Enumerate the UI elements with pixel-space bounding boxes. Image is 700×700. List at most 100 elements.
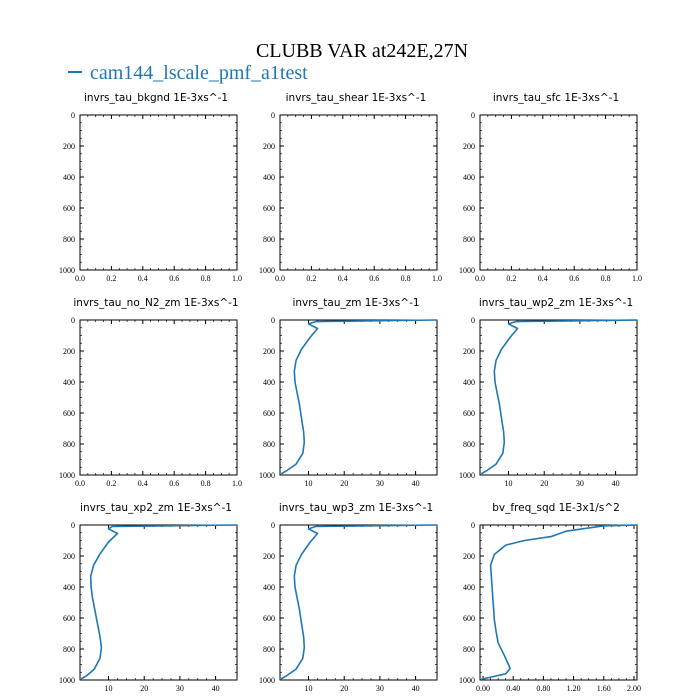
panel-grid: invrs_tau_bkgnd 1E-3xs^-1020040060080010…	[59, 92, 642, 693]
panel-title: invrs_tau_xp2_zm 1E-3xs^-1	[80, 502, 232, 514]
plot-frame	[79, 319, 238, 476]
y-tick-label: 400	[63, 583, 75, 592]
y-tick-label: 1000	[59, 676, 75, 685]
panel-title: invrs_tau_shear 1E-3xs^-1	[286, 92, 427, 104]
y-tick-label: 1000	[459, 676, 475, 685]
x-tick-label: 0.4	[538, 274, 548, 283]
x-tick-label: 0.0	[75, 274, 85, 283]
x-tick-label: 1.20	[567, 684, 581, 693]
plot-frame	[279, 114, 438, 271]
x-tick-label: 10	[305, 479, 313, 488]
y-tick-label: 200	[263, 552, 275, 561]
x-tick-label: 1.0	[432, 274, 442, 283]
y-tick-label: 800	[63, 440, 75, 449]
panel-title: invrs_tau_no_N2_zm 1E-3xs^-1	[73, 297, 238, 309]
x-tick-label: 0.6	[569, 274, 579, 283]
y-tick-label: 0	[471, 111, 475, 120]
panel-2: invrs_tau_shear 1E-3xs^-1 0 200 400 600 800 10…	[259, 92, 442, 283]
x-tick-label: 0.8	[201, 274, 211, 283]
legend: cam144_lscale_pmf_a1test	[68, 62, 308, 84]
y-tick-label: 1000	[59, 266, 75, 275]
y-tick-label: 400	[63, 378, 75, 387]
y-tick-label: 0	[71, 521, 75, 530]
y-tick-label: 400	[263, 173, 275, 182]
x-tick-label: 0.6	[169, 274, 179, 283]
x-tick-label: 0.6	[369, 274, 379, 283]
panel-3: invrs_tau_sfc 1E-3xs^-1 0 200 400 600 800 1000…	[459, 92, 642, 283]
y-tick-label: 600	[463, 409, 475, 418]
y-tick-label: 200	[463, 552, 475, 561]
x-tick-label: 0.8	[401, 274, 411, 283]
y-tick-label: 0	[271, 316, 275, 325]
y-tick-label: 400	[63, 173, 75, 182]
y-tick-label: 400	[463, 583, 475, 592]
panel-title: invrs_tau_wp2_zm 1E-3xs^-1	[479, 297, 633, 309]
y-tick-label: 600	[63, 614, 75, 623]
panel-4: invrs_tau_no_N2_zm 1E-3xs^-1 0 200 400 600 80…	[59, 297, 242, 488]
y-tick-label: 0	[271, 521, 275, 530]
x-tick-label: 0.0	[75, 479, 85, 488]
series-line-1	[280, 524, 438, 680]
x-tick-label: 2.00	[627, 684, 641, 693]
panel-title: invrs_tau_wp3_zm 1E-3xs^-1	[279, 502, 433, 514]
panel-6: invrs_tau_wp2_zm 1E-3xs^-1 0 200 400 600 800 1…	[459, 297, 638, 488]
y-tick-label: 600	[263, 204, 275, 213]
y-tick-label: 800	[63, 235, 75, 244]
y-tick-label: 0	[471, 316, 475, 325]
x-tick-label: 0.8	[201, 479, 211, 488]
x-tick-label: 0.2	[106, 479, 116, 488]
x-tick-label: 40	[612, 479, 620, 488]
panel-8: invrs_tau_wp3_zm 1E-3xs^-1 0 200 400 600 800 1…	[259, 502, 438, 693]
y-tick-label: 600	[263, 614, 275, 623]
x-tick-label: 1.0	[232, 274, 242, 283]
panel-9: bv_freq_sqd 1E-3x1/s^2020040060080010000…	[459, 502, 641, 693]
y-tick-label: 0	[271, 111, 275, 120]
y-tick-label: 1000	[259, 266, 275, 275]
x-tick-label: 10	[505, 479, 513, 488]
series-line-1	[480, 524, 638, 681]
y-tick-label: 800	[263, 645, 275, 654]
x-tick-label: 0.2	[506, 274, 516, 283]
panel-title: bv_freq_sqd 1E-3x1/s^2	[492, 502, 620, 514]
series-line-1	[280, 319, 438, 475]
x-tick-label: 40	[412, 684, 420, 693]
legend-label: cam144_lscale_pmf_a1test	[90, 62, 308, 84]
x-tick-label: 0.8	[601, 274, 611, 283]
x-tick-label: 30	[376, 479, 384, 488]
y-tick-label: 1000	[59, 471, 75, 480]
y-tick-label: 400	[263, 378, 275, 387]
y-tick-label: 200	[463, 142, 475, 151]
x-tick-label: 10	[105, 684, 113, 693]
x-tick-label: 40	[412, 479, 420, 488]
y-tick-label: 600	[63, 204, 75, 213]
y-tick-label: 200	[263, 142, 275, 151]
y-tick-label: 200	[463, 347, 475, 356]
y-tick-label: 200	[63, 347, 75, 356]
y-tick-label: 400	[463, 378, 475, 387]
y-tick-label: 800	[63, 645, 75, 654]
y-tick-label: 600	[63, 409, 75, 418]
x-tick-label: 0.4	[338, 274, 348, 283]
y-tick-label: 800	[463, 235, 475, 244]
x-tick-label: 20	[540, 479, 548, 488]
y-tick-label: 1000	[459, 471, 475, 480]
y-tick-label: 1000	[459, 266, 475, 275]
x-tick-label: 30	[376, 684, 384, 693]
y-tick-label: 200	[63, 552, 75, 561]
y-tick-label: 400	[463, 173, 475, 182]
y-tick-label: 0	[471, 521, 475, 530]
x-tick-label: 0.40	[506, 684, 520, 693]
y-tick-label: 1000	[259, 471, 275, 480]
y-tick-label: 800	[263, 235, 275, 244]
plot-frame	[479, 524, 638, 681]
series-line-1	[480, 319, 638, 475]
x-tick-label: 1.0	[632, 274, 642, 283]
plot-frame	[79, 114, 238, 271]
y-tick-label: 800	[463, 440, 475, 449]
panel-title: invrs_tau_bkgnd 1E-3xs^-1	[84, 92, 228, 104]
x-tick-label: 0.80	[536, 684, 550, 693]
plot-frame	[479, 114, 638, 271]
y-tick-label: 200	[263, 347, 275, 356]
y-tick-label: 0	[71, 316, 75, 325]
